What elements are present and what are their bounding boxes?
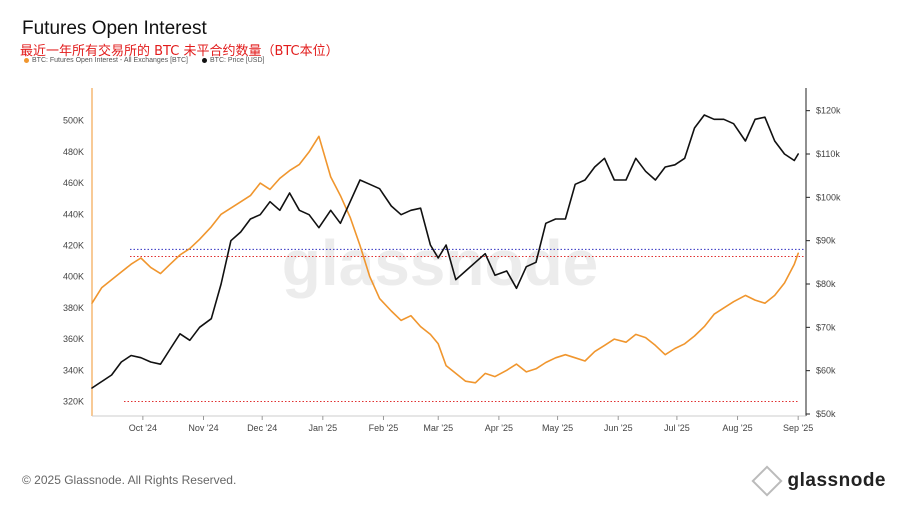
x-tick-label: Jan '25 [308,423,337,433]
copyright: © 2025 Glassnode. All Rights Reserved. [22,473,237,487]
y-left-tick-label: 440K [63,209,84,219]
y-right-tick-label: $100k [816,192,841,202]
x-tick-label: Mar '25 [423,423,453,433]
brand-name: glassnode [787,470,886,491]
y-left-tick-label: 420K [63,241,84,251]
x-tick-label: Feb '25 [369,423,399,433]
axes: 320K 340K 360K 380K 400K 420K 440K 460K 480K 500K… [63,88,841,433]
x-tick-label: Sep '25 [783,423,813,433]
legend-item-open-interest[interactable]: BTC: Futures Open Interest - All Exchang… [24,57,188,64]
chart-title: Futures Open Interest [22,18,207,39]
series-layer [91,114,800,389]
y-right-tick-label: $110k [816,149,840,159]
chart-subtitle: 最近一年所有交易所的 BTC 未平合约数量（BTC本位） [20,44,339,59]
y-left-tick-label: 400K [63,272,84,282]
series-line-open-interest[interactable] [91,135,800,384]
y-right-tick-label: $80k [816,279,836,289]
x-tick-label: Jun '25 [604,423,633,433]
legend-label-open-interest: BTC: Futures Open Interest - All Exchang… [32,57,189,64]
x-tick-label: Aug '25 [722,423,752,433]
x-tick-label: Dec '24 [247,423,277,433]
y-left-tick-label: 460K [63,178,84,188]
x-tick-label: Jul '25 [664,423,690,433]
x-tick-label: Oct '24 [129,423,157,433]
reference-lines [124,248,804,403]
y-left-tick-label: 500K [63,116,84,126]
x-tick-label: Apr '25 [485,423,513,433]
legend-label-price: BTC: Price [USD] [210,57,265,64]
brand-logo: glassnode [750,465,886,497]
y-right-tick-label: $90k [816,236,836,246]
y-left-tick-label: 340K [63,365,84,375]
y-right-tick-label: $50k [816,409,836,419]
legend-item-price[interactable]: BTC: Price [USD] [202,57,264,64]
y-right-tick-label: $120k [816,106,841,116]
legend-swatch-price [202,58,208,63]
brand-mark-icon [750,465,783,497]
y-left-tick-label: 320K [63,397,84,407]
legend-swatch-open-interest [24,58,29,63]
series-line-price[interactable] [91,114,800,389]
watermark: glassnode [282,227,599,299]
x-tick-label: May '25 [542,423,573,433]
legend: BTC: Futures Open Interest - All Exchang… [24,57,264,64]
y-right-tick-label: $70k [816,322,836,332]
x-tick-label: Nov '24 [188,423,218,433]
y-left-tick-label: 480K [63,147,84,157]
y-left-tick-label: 380K [63,303,84,313]
y-left-tick-label: 360K [63,334,84,344]
y-right-tick-label: $60k [816,366,836,376]
